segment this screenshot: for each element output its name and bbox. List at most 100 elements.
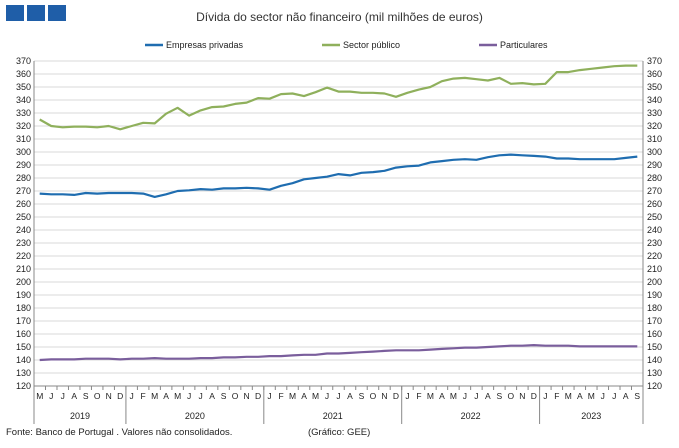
logo-square-3	[48, 5, 66, 21]
y-tick-label-right: 150	[647, 342, 662, 352]
y-tick-label-left: 230	[16, 238, 31, 248]
y-tick-label-right: 180	[647, 303, 662, 313]
x-month-label: S	[359, 391, 365, 401]
y-tick-label-right: 190	[647, 290, 662, 300]
x-year-label: 2021	[323, 411, 343, 421]
x-month-label: S	[83, 391, 89, 401]
x-month-label: N	[519, 391, 525, 401]
x-month-label: O	[94, 391, 101, 401]
y-tick-label-right: 120	[647, 381, 662, 391]
y-tick-label-left: 240	[16, 225, 31, 235]
x-month-label: D	[255, 391, 261, 401]
y-tick-label-right: 160	[647, 329, 662, 339]
x-month-label: J	[49, 391, 53, 401]
y-tick-label-right: 280	[647, 173, 662, 183]
x-month-label: M	[427, 391, 434, 401]
y-tick-label-right: 210	[647, 264, 662, 274]
y-tick-label-right: 360	[647, 69, 662, 79]
y-tick-label-right: 300	[647, 147, 662, 157]
x-month-label: J	[474, 391, 478, 401]
x-year-label: 2020	[185, 411, 205, 421]
x-month-label: A	[623, 391, 629, 401]
x-month-label: N	[244, 391, 250, 401]
y-tick-label-left: 320	[16, 121, 31, 131]
x-month-label: M	[174, 391, 181, 401]
x-month-label: J	[463, 391, 467, 401]
x-month-label: F	[278, 391, 283, 401]
y-tick-label-left: 250	[16, 212, 31, 222]
y-tick-label-left: 360	[16, 69, 31, 79]
x-month-label: J	[336, 391, 340, 401]
x-month-label: J	[187, 391, 191, 401]
y-tick-label-left: 220	[16, 251, 31, 261]
x-month-label: M	[450, 391, 457, 401]
x-month-label: J	[325, 391, 329, 401]
x-month-label: M	[36, 391, 43, 401]
y-tick-label-left: 180	[16, 303, 31, 313]
y-tick-label-left: 260	[16, 199, 31, 209]
legend-label: Particulares	[500, 40, 548, 50]
series-line-3	[39, 344, 638, 362]
legend-label: Empresas privadas	[166, 40, 244, 50]
x-month-label: J	[130, 391, 134, 401]
x-month-label: J	[198, 391, 202, 401]
x-month-label: S	[634, 391, 640, 401]
y-tick-label-left: 200	[16, 277, 31, 287]
chart-credit: (Gráfico: GEE)	[308, 427, 371, 438]
logo-square-2	[27, 5, 45, 21]
x-month-label: S	[221, 391, 227, 401]
y-tick-label-left: 290	[16, 160, 31, 170]
y-tick-label-left: 280	[16, 173, 31, 183]
x-month-label: F	[416, 391, 421, 401]
x-month-label: A	[163, 391, 169, 401]
y-tick-label-left: 140	[16, 355, 31, 365]
x-month-label: O	[232, 391, 239, 401]
y-tick-label-left: 310	[16, 134, 31, 144]
y-tick-label-left: 300	[16, 147, 31, 157]
x-month-label: A	[439, 391, 445, 401]
y-tick-label-right: 310	[647, 134, 662, 144]
y-tick-label-right: 130	[647, 368, 662, 378]
y-tick-label-right: 270	[647, 186, 662, 196]
x-month-label: A	[485, 391, 491, 401]
x-month-label: O	[370, 391, 377, 401]
x-month-label: M	[588, 391, 595, 401]
x-month-label: M	[565, 391, 572, 401]
y-tick-label-right: 260	[647, 199, 662, 209]
y-tick-label-right: 200	[647, 277, 662, 287]
x-month-label: J	[543, 391, 547, 401]
y-tick-label-left: 120	[16, 381, 31, 391]
y-tick-label-right: 370	[647, 56, 662, 66]
series-line-2	[39, 64, 638, 131]
x-month-label: A	[347, 391, 353, 401]
x-month-label: O	[508, 391, 515, 401]
x-month-label: F	[554, 391, 559, 401]
x-month-label: D	[117, 391, 123, 401]
y-tick-label-right: 240	[647, 225, 662, 235]
x-month-label: S	[497, 391, 503, 401]
x-month-label: J	[61, 391, 65, 401]
x-month-label: J	[612, 391, 616, 401]
chart-title: Dívida do sector não financeiro (mil mil…	[196, 10, 483, 24]
y-tick-label-left: 170	[16, 316, 31, 326]
y-tick-label-right: 140	[647, 355, 662, 365]
y-tick-label-left: 210	[16, 264, 31, 274]
x-month-label: N	[381, 391, 387, 401]
x-month-label: N	[106, 391, 112, 401]
x-year-label: 2023	[581, 411, 601, 421]
series-line-1	[39, 153, 638, 198]
y-tick-label-left: 270	[16, 186, 31, 196]
y-tick-label-right: 340	[647, 95, 662, 105]
logo-square-1	[6, 5, 24, 21]
y-tick-label-right: 170	[647, 316, 662, 326]
y-tick-label-right: 290	[647, 160, 662, 170]
y-tick-label-right: 250	[647, 212, 662, 222]
x-month-label: A	[209, 391, 215, 401]
y-tick-label-right: 330	[647, 108, 662, 118]
x-month-label: M	[151, 391, 158, 401]
y-tick-label-left: 130	[16, 368, 31, 378]
brand-logo	[6, 5, 66, 21]
x-year-label: 2022	[461, 411, 481, 421]
x-month-label: J	[601, 391, 605, 401]
y-tick-label-right: 230	[647, 238, 662, 248]
